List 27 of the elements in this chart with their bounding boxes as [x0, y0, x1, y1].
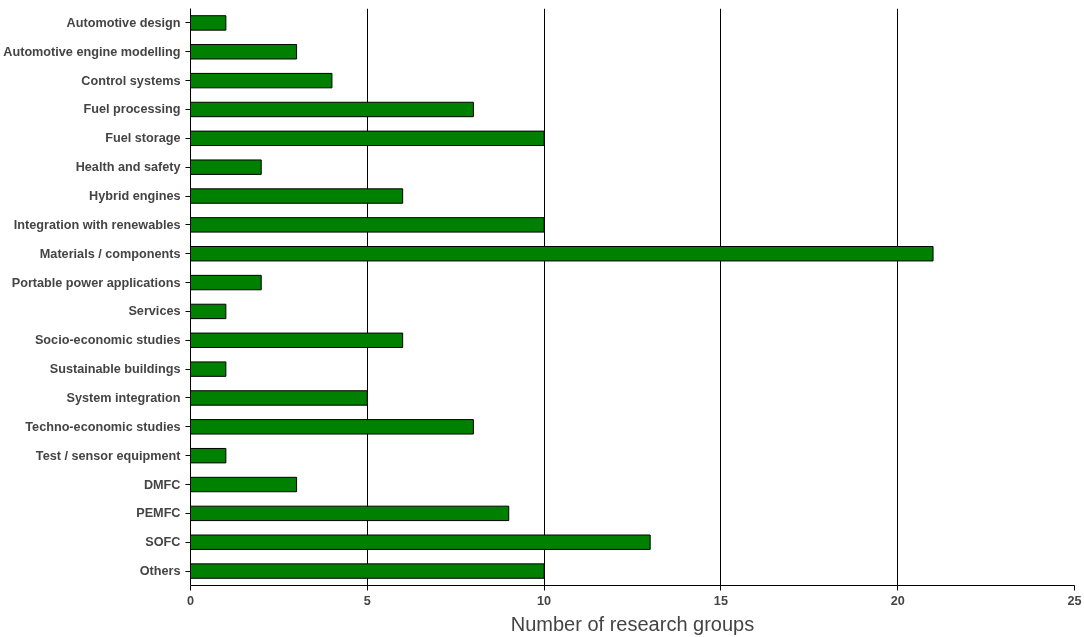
y-tick-label: Socio-economic studies	[34, 333, 181, 348]
x-axis-title: Number of research groups	[510, 612, 755, 635]
x-tick-label: 10	[537, 593, 552, 608]
y-tick-label: Services	[128, 304, 181, 319]
y-tick-label: Fuel processing	[83, 102, 181, 117]
x-tick-label: 20	[890, 593, 905, 608]
y-tick-label: Integration with renewables	[13, 217, 181, 232]
y-tick-label: Automotive design	[66, 15, 181, 30]
y-tick-label: Portable power applications	[11, 275, 181, 290]
x-tick-label: 5	[363, 593, 371, 608]
x-tick-label: 15	[713, 593, 728, 608]
y-tick-label: Automotive engine modelling	[3, 44, 181, 59]
y-tick-label: Others	[139, 564, 181, 579]
y-tick-label: System integration	[66, 390, 181, 405]
y-tick-label: Fuel storage	[105, 131, 181, 146]
y-tick-label: PEMFC	[136, 506, 181, 521]
y-tick-label: Materials / components	[39, 246, 181, 261]
x-tick-label: 25	[1067, 593, 1082, 608]
x-tick-label: 0	[186, 593, 195, 608]
y-tick-label: Health and safety	[75, 160, 181, 175]
y-tick-label: DMFC	[143, 477, 181, 492]
y-tick-label: Sustainable buildings	[49, 362, 181, 377]
y-tick-label: Test / sensor equipment	[35, 448, 182, 463]
y-tick-label: SOFC	[145, 535, 181, 550]
y-tick-label: Techno-economic studies	[25, 419, 181, 434]
y-tick-label: Hybrid engines	[89, 189, 181, 204]
y-tick-label: Control systems	[81, 73, 181, 88]
